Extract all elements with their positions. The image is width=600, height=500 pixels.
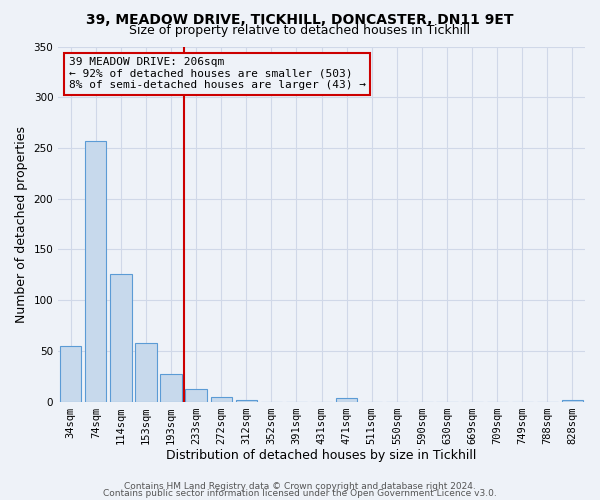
Bar [236,400,257,402]
Text: Contains public sector information licensed under the Open Government Licence v3: Contains public sector information licen… [103,489,497,498]
Bar [562,400,583,402]
Bar [85,141,106,402]
Bar [60,346,82,402]
Text: 39 MEADOW DRIVE: 206sqm
← 92% of detached houses are smaller (503)
8% of semi-de: 39 MEADOW DRIVE: 206sqm ← 92% of detache… [69,57,366,90]
Bar [336,398,358,402]
X-axis label: Distribution of detached houses by size in Tickhill: Distribution of detached houses by size … [166,450,477,462]
Y-axis label: Number of detached properties: Number of detached properties [15,126,28,322]
Text: 39, MEADOW DRIVE, TICKHILL, DONCASTER, DN11 9ET: 39, MEADOW DRIVE, TICKHILL, DONCASTER, D… [86,12,514,26]
Text: Size of property relative to detached houses in Tickhill: Size of property relative to detached ho… [130,24,470,37]
Bar [160,374,182,402]
Bar [185,390,207,402]
Text: Contains HM Land Registry data © Crown copyright and database right 2024.: Contains HM Land Registry data © Crown c… [124,482,476,491]
Bar [136,342,157,402]
Bar [211,396,232,402]
Bar [110,274,131,402]
